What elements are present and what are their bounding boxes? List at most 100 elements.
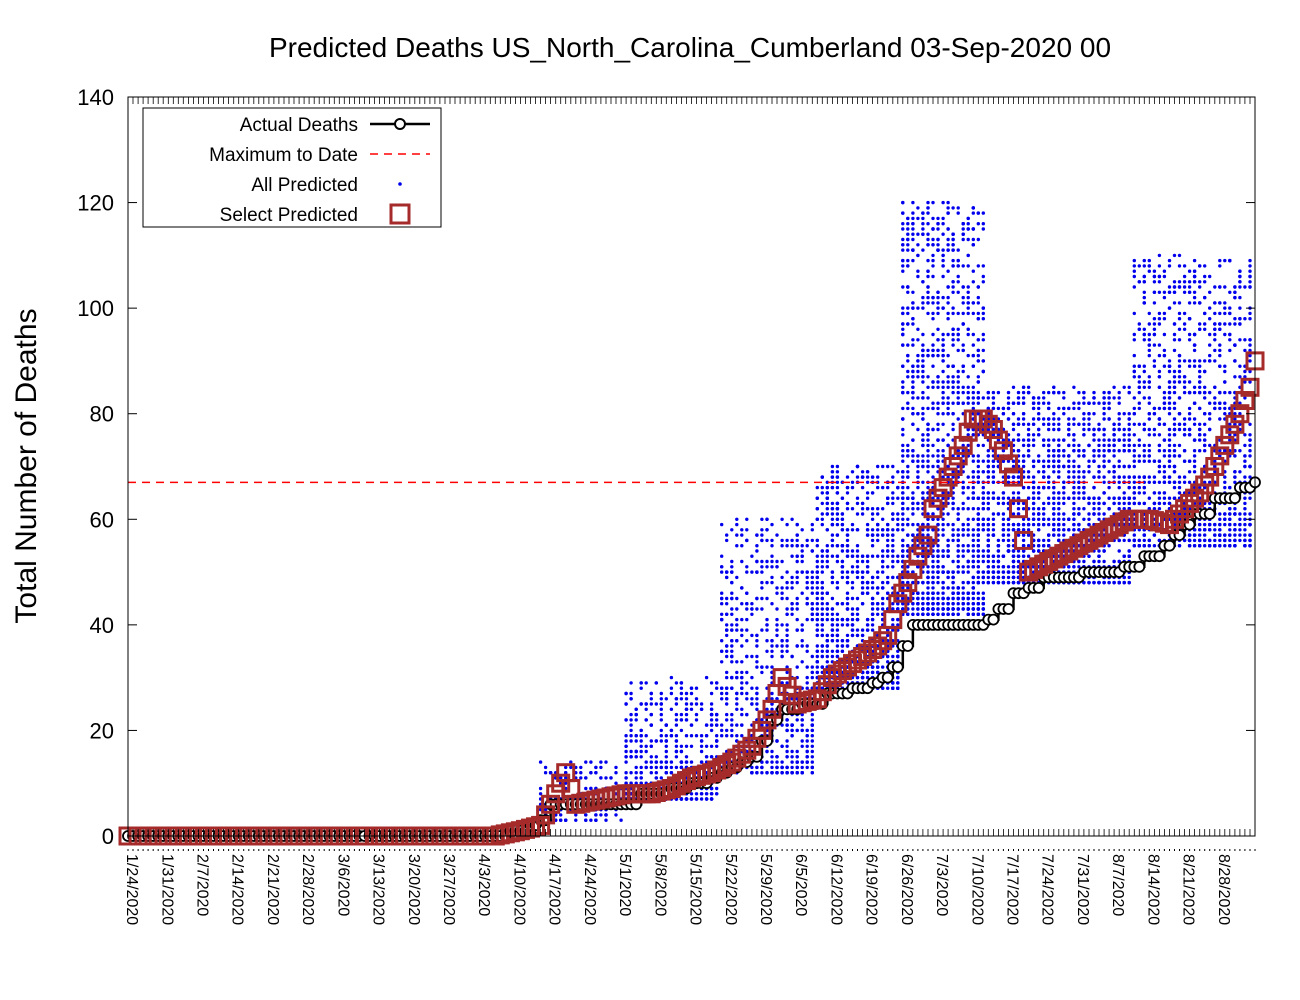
predicted-point: [689, 691, 694, 696]
predicted-point: [911, 533, 915, 537]
predicted-point: [845, 485, 850, 490]
predicted-point: [800, 760, 804, 764]
predicted-point: [785, 749, 789, 754]
predicted-point: [1026, 475, 1031, 479]
predicted-point: [901, 454, 905, 458]
predicted-point: [850, 628, 855, 632]
predicted-point: [865, 580, 870, 585]
predicted-point: [1112, 385, 1116, 389]
predicted-point: [961, 596, 965, 601]
predicted-point: [745, 570, 749, 574]
predicted-point: [694, 712, 699, 717]
predicted-point: [951, 607, 955, 611]
predicted-point: [644, 734, 648, 738]
predicted-point: [810, 755, 814, 759]
predicted-point: [1016, 475, 1021, 479]
predicted-point: [1057, 390, 1061, 395]
predicted-point: [911, 258, 915, 263]
predicted-point: [931, 496, 935, 500]
predicted-point: [654, 739, 658, 743]
predicted-point: [730, 559, 734, 564]
predicted-point: [740, 528, 744, 532]
predicted-point: [916, 485, 920, 490]
predicted-point: [911, 501, 915, 506]
predicted-point: [855, 628, 860, 632]
predicted-point: [800, 554, 804, 558]
predicted-point: [1097, 554, 1101, 558]
predicted-point: [860, 586, 865, 590]
predicted-point: [659, 691, 663, 696]
predicted-point: [760, 538, 764, 543]
predicted-point: [815, 570, 819, 574]
predicted-point: [1057, 454, 1061, 458]
predicted-point: [674, 749, 679, 754]
predicted-point: [951, 338, 955, 342]
predicted-point: [916, 565, 920, 569]
predicted-point: [770, 580, 774, 585]
predicted-point: [730, 675, 734, 680]
predicted-point: [1057, 438, 1061, 442]
predicted-point: [936, 449, 940, 453]
predicted-point: [750, 570, 754, 574]
predicted-point: [936, 306, 940, 310]
predicted-point: [966, 591, 970, 595]
predicted-point: [639, 781, 643, 785]
predicted-point: [800, 739, 804, 743]
predicted-point: [543, 807, 548, 812]
predicted-point: [946, 433, 950, 437]
predicted-point: [800, 544, 804, 548]
predicted-point: [961, 390, 965, 395]
predicted-point: [906, 359, 910, 363]
predicted-point: [725, 654, 729, 659]
predicted-point: [1001, 565, 1006, 569]
predicted-point: [755, 702, 759, 706]
predicted-point: [689, 707, 694, 711]
predicted-point: [1006, 396, 1011, 400]
predicted-point: [951, 248, 955, 252]
predicted-point: [981, 580, 985, 585]
predicted-point: [1097, 517, 1101, 521]
predicted-point: [956, 570, 960, 574]
predicted-point: [775, 586, 779, 590]
predicted-point: [674, 765, 679, 770]
predicted-point: [730, 654, 734, 659]
predicted-point: [589, 818, 593, 822]
predicted-point: [740, 559, 744, 564]
predicted-point: [931, 612, 935, 616]
predicted-point: [916, 327, 920, 331]
predicted-point: [976, 401, 980, 405]
predicted-point: [835, 475, 840, 479]
predicted-point: [1072, 459, 1076, 463]
predicted-point: [1037, 522, 1041, 527]
predicted-point: [870, 607, 875, 611]
predicted-point: [850, 580, 855, 585]
predicted-point: [1016, 449, 1021, 453]
predicted-point: [850, 617, 855, 622]
predicted-point: [886, 565, 890, 569]
predicted-point: [896, 517, 900, 521]
predicted-point: [921, 522, 925, 527]
predicted-point: [936, 565, 940, 569]
predicted-point: [1117, 390, 1121, 395]
predicted-point: [1067, 433, 1071, 437]
predicted-point: [951, 533, 955, 537]
predicted-point: [946, 512, 950, 516]
predicted-point: [906, 343, 910, 347]
predicted-point: [745, 697, 749, 701]
predicted-point: [664, 697, 668, 701]
predicted-point: [961, 586, 965, 590]
predicted-point: [961, 580, 965, 585]
predicted-point: [830, 617, 835, 622]
predicted-point: [750, 702, 754, 706]
predicted-point: [1122, 491, 1126, 495]
predicted-point: [845, 575, 850, 580]
predicted-point: [876, 538, 880, 543]
predicted-point: [735, 670, 739, 675]
predicted-point: [1122, 464, 1126, 469]
predicted-point: [916, 459, 920, 463]
predicted-point: [810, 549, 814, 553]
predicted-point: [1016, 390, 1021, 395]
predicted-point: [961, 602, 965, 606]
predicted-point: [946, 586, 950, 590]
predicted-point: [936, 227, 940, 231]
